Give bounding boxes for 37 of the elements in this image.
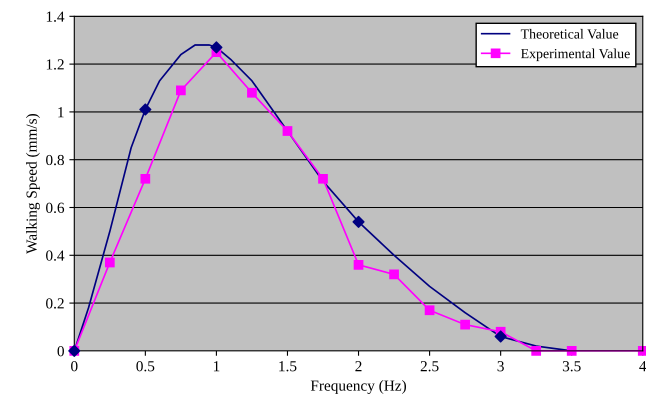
x-tick-label: 2.5 bbox=[420, 361, 439, 372]
point bbox=[354, 260, 364, 270]
point bbox=[352, 216, 365, 228]
point bbox=[460, 320, 470, 330]
x-tick-label: 3.5 bbox=[562, 361, 581, 372]
y-tick-label: 0.8 bbox=[46, 154, 64, 166]
y-tick-label: 1.2 bbox=[46, 59, 64, 70]
y-tick-label: 0.6 bbox=[46, 202, 64, 214]
y-tick-label: 0 bbox=[58, 346, 64, 356]
point bbox=[638, 346, 646, 356]
point bbox=[282, 126, 292, 136]
y-tick-label: 0.2 bbox=[46, 298, 64, 309]
point bbox=[210, 41, 222, 54]
point bbox=[318, 174, 328, 184]
legend-label: Theoretical Value bbox=[520, 28, 618, 39]
y-axis-title: Walking Speed (mm/s) bbox=[26, 114, 40, 254]
y-tick-label: 0.4 bbox=[46, 250, 64, 261]
x-tick-label: 3 bbox=[498, 361, 504, 372]
x-axis-title: Frequency (Hz) bbox=[310, 380, 406, 394]
point bbox=[139, 103, 152, 116]
x-tick-label: 0 bbox=[71, 361, 78, 372]
y-tick-label: 1 bbox=[58, 107, 64, 118]
point bbox=[424, 305, 434, 316]
x-tick-label: 1 bbox=[214, 361, 220, 372]
x-tick-label: 1.5 bbox=[279, 361, 296, 372]
point bbox=[566, 346, 577, 356]
point bbox=[140, 174, 150, 184]
x-tick-label: 4 bbox=[639, 361, 646, 372]
point bbox=[389, 270, 399, 280]
point bbox=[247, 88, 257, 98]
point bbox=[176, 86, 186, 96]
x-tick-label: 2 bbox=[355, 361, 362, 372]
y-tick-label: 1.4 bbox=[46, 12, 64, 22]
point bbox=[104, 258, 115, 268]
legend-label: Experimental Value bbox=[521, 48, 630, 62]
x-tick-label: 0.5 bbox=[136, 361, 154, 372]
point bbox=[494, 330, 507, 343]
